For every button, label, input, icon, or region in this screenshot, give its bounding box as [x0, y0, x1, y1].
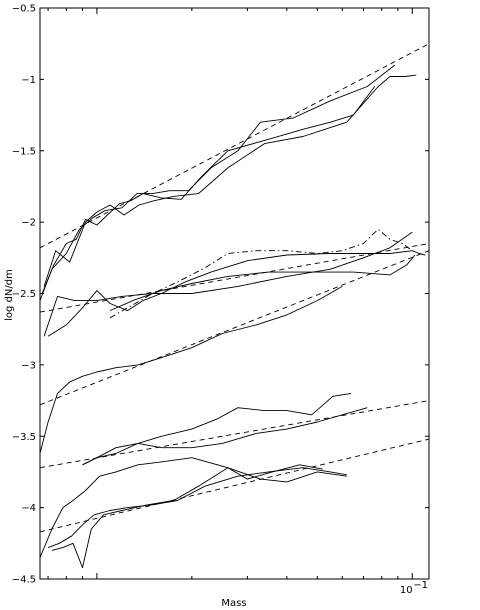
series-line-12-solid — [82, 407, 368, 466]
series-line-5-solid — [43, 231, 413, 337]
series-line-16-solid — [47, 467, 347, 549]
series-line-1-solid — [39, 64, 396, 301]
x-tick-label-exponent: −1 — [413, 580, 428, 591]
y-tick-label: −4.5 — [12, 575, 36, 586]
y-tick-label: −2.5 — [12, 289, 36, 300]
y-tick-label: −3 — [21, 360, 36, 371]
series-line-8-dashdot — [109, 228, 413, 319]
plot-frame — [39, 7, 430, 580]
series-line-17-solid — [51, 464, 323, 569]
y-tick-label: −1.5 — [12, 146, 36, 157]
series-line-10-solid — [39, 286, 343, 454]
tick-labels: −4.5−4−3.5−3−2.5−2−1.5−1−0.510 −1 — [12, 4, 428, 597]
y-tick-label: −3.5 — [12, 432, 36, 443]
x-axis-title: Mass — [221, 598, 246, 609]
series-line-9-dashed — [39, 243, 430, 313]
series-line-14-dashed — [39, 400, 430, 469]
series-line-2-solid — [43, 74, 417, 287]
y-axis-title: log dN/dm — [4, 269, 15, 321]
series-line-7-solid — [109, 254, 416, 312]
series-line-6-solid — [47, 250, 426, 337]
series-line-13-solid — [82, 392, 352, 466]
y-tick-label: −0.5 — [12, 4, 36, 15]
series-line-15-solid — [39, 457, 347, 558]
series-line-4-dashed — [39, 43, 430, 249]
y-tick-label: −2 — [21, 218, 36, 229]
x-tick-label: 10 — [400, 585, 413, 596]
series-line-3-solid — [41, 86, 376, 294]
series-line-11-dashed — [39, 250, 430, 406]
y-tick-label: −1 — [21, 75, 36, 86]
y-tick-label: −4 — [21, 503, 36, 514]
axis-ticks — [40, 7, 429, 580]
series-line-18-dashed — [39, 438, 430, 533]
series-layer — [39, 43, 430, 569]
